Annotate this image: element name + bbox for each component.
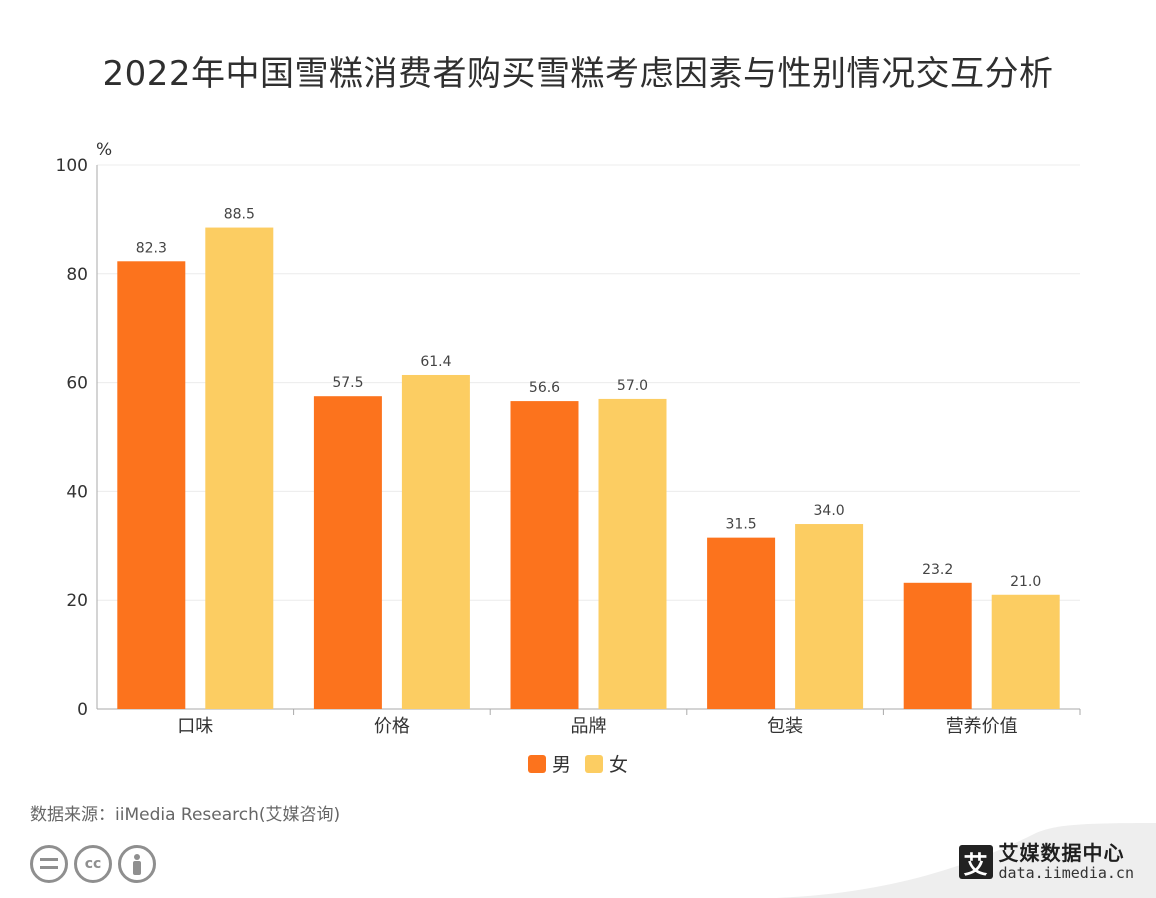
data-label: 21.0: [1010, 574, 1041, 590]
data-label: 61.4: [420, 354, 451, 370]
cc-person-icon: [118, 845, 156, 883]
data-label: 57.5: [332, 375, 363, 391]
brand-name: 艾媒数据中心: [998, 841, 1125, 865]
cc-icon: cc: [74, 845, 112, 883]
y-tick-label: 40: [66, 482, 88, 502]
bar-male[interactable]: [903, 582, 972, 709]
bar-male[interactable]: [707, 537, 776, 709]
data-label: 56.6: [529, 380, 560, 396]
x-tick-label: 口味: [177, 716, 213, 737]
y-tick-label: 100: [56, 156, 88, 176]
bar-female[interactable]: [991, 594, 1060, 709]
bars-layer: [117, 227, 1060, 709]
legend-label-male: 男: [551, 754, 571, 776]
legend-swatch-female: [585, 754, 603, 773]
labels-layer: 0 20 40 60 80 100 口味 82.3 88.5 价格 57.5 61.4 品牌 56.6 57…: [56, 156, 1042, 737]
license-icons: cc: [30, 845, 156, 883]
bar-male[interactable]: [313, 396, 382, 709]
data-label: 82.3: [136, 240, 167, 256]
brand-url: data.iimedia.cn: [998, 864, 1134, 882]
legend-item-female[interactable]: 女: [585, 750, 628, 777]
x-tick-label: 营养价值: [946, 716, 1018, 737]
y-tick-label: 20: [66, 591, 88, 611]
brand-logo: 艾 艾媒数据中心 data.iimedia.cn: [958, 841, 1134, 882]
y-axis-unit: %: [96, 140, 112, 160]
legend: 男 女: [0, 750, 1156, 777]
brand-logo-mark: 艾: [958, 845, 993, 879]
x-tick-label: 品牌: [571, 716, 607, 737]
chart-title: 2022年中国雪糕消费者购买雪糕考虑因素与性别情况交互分析: [102, 54, 1054, 94]
y-tick-label: 0: [77, 700, 88, 720]
data-label: 57.0: [617, 378, 648, 394]
bar-male[interactable]: [510, 401, 579, 709]
bar-female[interactable]: [598, 398, 667, 709]
bar-female[interactable]: [401, 374, 470, 709]
legend-item-male[interactable]: 男: [527, 750, 571, 777]
bar-male[interactable]: [117, 261, 186, 709]
bar-female[interactable]: [795, 524, 864, 709]
source-note: 数据来源：iiMedia Research(艾媒咨询): [30, 805, 341, 825]
data-label: 88.5: [224, 207, 255, 223]
data-label: 34.0: [814, 503, 845, 519]
cc-equals-icon: [30, 845, 68, 883]
x-tick-label: 价格: [374, 716, 410, 737]
y-tick-label: 80: [66, 265, 88, 285]
legend-label-female: 女: [609, 754, 629, 776]
bar-female[interactable]: [205, 227, 274, 709]
legend-swatch-male: [527, 754, 546, 773]
y-tick-label: 60: [66, 374, 88, 394]
corner-decoration: [776, 823, 1156, 898]
data-label: 23.2: [922, 562, 953, 578]
x-tick-label: 包装: [767, 716, 803, 737]
data-label: 31.5: [726, 517, 757, 533]
